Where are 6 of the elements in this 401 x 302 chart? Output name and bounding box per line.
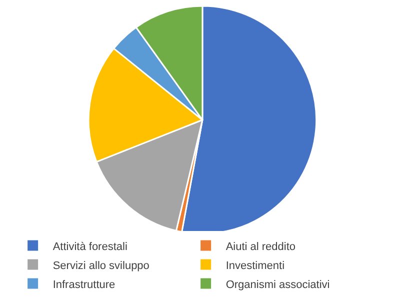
legend-label: Organismi associativi xyxy=(226,278,330,291)
legend-label: Investimenti xyxy=(226,260,285,272)
legend-label: Aiuti al reddito xyxy=(226,240,296,253)
legend-label: Attività forestali xyxy=(52,240,128,253)
legend-label: Infrastrutture xyxy=(52,278,116,291)
legend-label: Servizi allo sviluppo xyxy=(52,260,150,272)
